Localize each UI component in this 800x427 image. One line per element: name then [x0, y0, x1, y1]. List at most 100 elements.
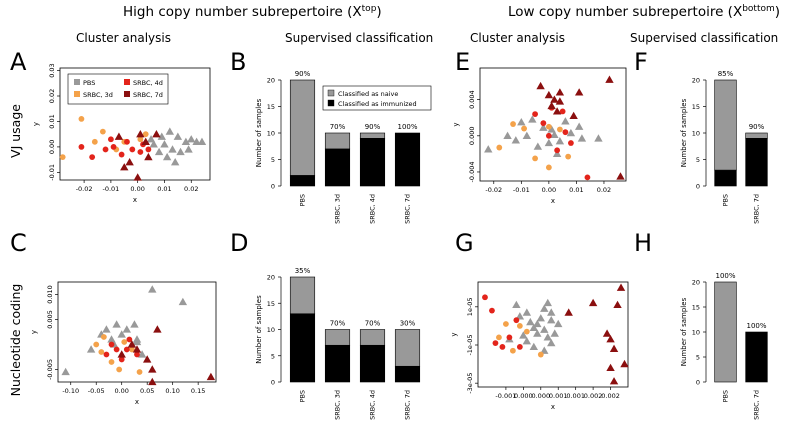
legend-label-classified-as-naive: Classified as naive: [338, 90, 398, 98]
x-tick-label-e-3: 0.01: [569, 186, 583, 194]
legend-label-classified-as-immunized: Classified as immunized: [338, 100, 417, 108]
point-pbs-e-9: [550, 130, 559, 139]
x-tick-label-g-5: 0.002: [584, 392, 603, 400]
point-srbc-7d-g-6: [620, 359, 629, 368]
x-tick-label-a-2: 0.00: [130, 185, 144, 193]
panel-letter-c: C: [10, 229, 27, 257]
bar-classified-as-naive-d-1: [324, 329, 351, 346]
bar-classified-as-naive-d-2: [359, 329, 386, 346]
x-tick-label-c-1: -0.05: [88, 387, 105, 395]
y-tick-label-d-3: 15: [267, 300, 275, 308]
point-pbs-g-21: [547, 308, 556, 316]
bar-panel-d: 0 5 10 15 20 Number of samples 35% PBS 70% SRBC, …: [255, 267, 421, 420]
x-tick-label-a-4: 0.02: [184, 185, 198, 193]
point-pbs-e-2: [511, 136, 521, 144]
point-srbc-7d-g-8: [609, 377, 619, 385]
point-srbc-4d-e-1: [540, 120, 547, 127]
x-tick-label-c-5: 0.15: [191, 387, 205, 395]
point-pbs-c-7: [122, 325, 132, 333]
bar-pct-label-b-3: 100%: [397, 123, 417, 131]
point-srbc-7d-a-5: [144, 152, 153, 161]
point-srbc-7d-e-4: [552, 107, 562, 115]
scatter-panel-e: -0.02 -0.01 0.00 0.01 0.02 -0.004 0.000 0.004 x y: [452, 67, 627, 205]
bar-classified-as-naive-b-0: [289, 79, 316, 176]
point-srbc-4d-g-3: [506, 334, 513, 341]
y-tick-label-b-4: 20: [267, 77, 275, 85]
point-pbs-e-8: [544, 138, 554, 147]
point-srbc-7d-c-1: [127, 340, 137, 348]
x-category-label-f-0: PBS: [722, 194, 730, 206]
x-tick-label-g-2: 0.000: [531, 392, 550, 400]
y-tick-label-e-2: 0.004: [468, 90, 476, 109]
y-tick-label-d-2: 10: [267, 326, 275, 334]
point-srbc-4d-c-5: [126, 336, 133, 343]
point-srbc-3d-e-0: [496, 144, 503, 151]
point-pbs-g-10: [550, 329, 559, 337]
y-tick-label-a-3: 0.02: [48, 89, 56, 103]
subtitle-supervised-right: Supervised classification: [630, 31, 778, 45]
point-pbs-c-15: [132, 337, 142, 346]
x-category-label-f-1: SRBC, 7d: [753, 194, 761, 224]
point-pbs-e-16: [547, 125, 556, 133]
point-srbc-3d-a-2: [91, 138, 98, 145]
x-tick-label-a-1: -0.01: [102, 185, 119, 193]
point-pbs-c-5: [112, 320, 121, 328]
legend-box-b: [322, 85, 432, 111]
y-tick-label-h-4: 20: [692, 279, 700, 287]
point-srbc-4d-a-5: [129, 146, 136, 153]
point-pbs-g-6: [543, 333, 552, 341]
point-srbc-3d-g-4: [537, 351, 544, 358]
point-pbs-e-13: [566, 128, 576, 137]
plot-frame-g: [477, 281, 629, 388]
point-pbs-g-17: [543, 298, 552, 307]
point-pbs-g-0: [522, 308, 532, 316]
panel-letter-h: H: [634, 229, 652, 257]
point-srbc-7d-e-9: [569, 111, 578, 120]
point-pbs-g-7: [547, 315, 556, 324]
point-srbc-7d-c-0: [117, 350, 126, 358]
legend-label-srbc-3d: SRBC, 3d: [83, 91, 113, 99]
x-tick-label-g-4: 0.001: [566, 392, 585, 400]
x-category-label-h-1: SRBC, 7d: [753, 390, 761, 420]
point-pbs-e-4: [522, 131, 532, 139]
y-tick-label-h-0: 0: [696, 379, 700, 387]
point-srbc-4d-c-2: [118, 356, 125, 363]
point-pbs-c-13: [148, 285, 157, 293]
bar-pct-label-b-1: 70%: [330, 123, 346, 131]
point-srbc-7d-e-2: [550, 95, 559, 103]
point-srbc-4d-c-3: [123, 346, 130, 353]
header-bottom: Low copy number subrepertoire (Xbottom): [508, 4, 780, 20]
point-pbs-c-14: [178, 297, 188, 306]
y-tick-label-d-1: 5: [271, 352, 275, 360]
y-tick-label-d-4: 20: [267, 274, 275, 282]
point-srbc-7d-g-3: [606, 335, 615, 343]
bar-panel-b: 0 5 10 15 20 Number of samples 90% PBS 70% SRBC, …: [255, 70, 432, 224]
panel-letter-f: F: [634, 48, 648, 76]
point-srbc-3d-c-2: [108, 359, 115, 365]
point-pbs-e-0: [484, 145, 493, 153]
point-pbs-a-2: [181, 137, 191, 145]
x-tick-label-g-6: 0.002: [601, 392, 620, 400]
y-tick-label-f-3: 15: [692, 103, 700, 111]
point-srbc-7d-g-0: [564, 308, 573, 316]
y-tick-label-f-4: 20: [692, 77, 700, 85]
point-srbc-3d-g-0: [496, 334, 502, 341]
bar-classified-as-immunized-b-2: [359, 138, 386, 187]
y-axis-label-a: y: [32, 122, 40, 126]
point-pbs-a-12: [184, 145, 193, 153]
subtitle-supervised-left: Supervised classification: [285, 31, 433, 45]
point-pbs-g-3: [533, 319, 542, 328]
point-srbc-7d-g-9: [613, 300, 622, 309]
header-top: High copy number subrepertoire (Xtop): [123, 4, 382, 20]
x-tick-label-c-3: 0.05: [140, 387, 154, 395]
y-tick-label-f-1: 5: [696, 156, 700, 164]
legend-label-srbc-7d: SRBC, 7d: [133, 91, 163, 99]
y-tick-label-c-2: 0.010: [46, 285, 54, 304]
y-tick-label-b-1: 5: [271, 156, 275, 164]
point-srbc-3d-c-3: [116, 366, 123, 373]
scatter-panel-g: -0.0010.0000.0000.0010.0010.0020.002-3e-…: [450, 281, 629, 411]
point-pbs-a-10: [149, 140, 158, 148]
x-tick-label-g-1: 0.000: [514, 392, 533, 400]
legend-swatch-srbc-4d: [124, 79, 130, 85]
x-axis-label-c: x: [135, 398, 139, 406]
